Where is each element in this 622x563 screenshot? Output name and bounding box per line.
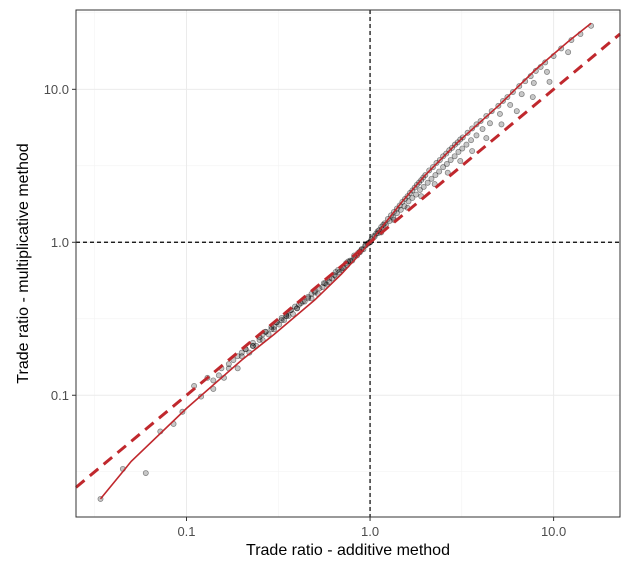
x-axis-ticks: 0.1 1.0 10.0 (177, 517, 566, 539)
data-point (326, 279, 333, 285)
data-point (322, 280, 329, 287)
data-point (238, 349, 245, 356)
data-point (271, 326, 278, 333)
data-point (278, 317, 285, 324)
data-point (397, 206, 404, 213)
x-tick-label: 0.1 (177, 524, 195, 539)
data-point (455, 148, 462, 155)
data-point (405, 198, 412, 205)
data-point (428, 175, 435, 182)
data-point (249, 343, 256, 349)
reference-lines (76, 10, 620, 517)
scatter-points (97, 22, 595, 502)
data-point (238, 353, 245, 360)
data-point (420, 184, 427, 190)
data-point (473, 132, 480, 139)
data-point (529, 94, 536, 101)
data-point (459, 145, 466, 152)
data-point (308, 295, 315, 302)
data-point (565, 49, 572, 56)
data-point (271, 323, 278, 330)
data-point (249, 343, 256, 349)
data-point (336, 268, 343, 275)
data-point (530, 80, 537, 86)
y-tick-label: 0.1 (51, 388, 69, 403)
data-point (320, 280, 327, 287)
data-point (518, 91, 525, 98)
data-point (278, 315, 285, 321)
data-point (234, 365, 241, 372)
data-point (424, 179, 431, 186)
data-point (294, 305, 300, 312)
data-point (347, 257, 354, 264)
x-tick-label: 10.0 (541, 524, 566, 539)
data-point (447, 157, 454, 163)
data-point (546, 78, 553, 85)
data-point (479, 126, 486, 132)
identity-line (75, 32, 621, 489)
y-tick-label: 10.0 (44, 82, 69, 97)
data-point (432, 172, 439, 179)
data-point (463, 141, 470, 148)
data-point (305, 295, 312, 302)
data-point (210, 385, 217, 392)
data-point (443, 161, 450, 167)
data-point (457, 158, 464, 164)
data-point (507, 102, 514, 108)
data-point (544, 68, 550, 75)
data-point (276, 321, 283, 328)
data-point (289, 311, 296, 317)
data-point (393, 210, 400, 217)
data-point (440, 164, 447, 171)
data-point (444, 169, 451, 176)
data-point (215, 372, 222, 379)
y-axis-title: Trade ratio - multiplicative method (15, 143, 32, 383)
data-point (294, 305, 300, 312)
data-point (417, 186, 423, 193)
data-point (332, 268, 339, 275)
data-point (409, 194, 416, 201)
data-point (468, 137, 475, 144)
data-point (210, 377, 217, 384)
data-point (308, 290, 315, 297)
y-tick-label: 1.0 (51, 235, 69, 250)
data-point (483, 135, 490, 142)
data-point (487, 120, 493, 127)
data-point (498, 121, 505, 128)
data-point (301, 298, 308, 305)
panel-border (75, 9, 621, 518)
fit-lines (75, 22, 621, 500)
data-point (513, 108, 520, 115)
data-point (281, 317, 288, 324)
data-point (401, 203, 408, 210)
data-point (319, 284, 326, 290)
data-point (256, 336, 263, 343)
data-point (268, 326, 275, 333)
data-point (323, 281, 330, 288)
x-axis-title: Trade ratio - additive method (246, 542, 450, 559)
data-point (292, 303, 298, 310)
data-point (413, 191, 419, 198)
fit-curve (99, 22, 592, 500)
data-point (496, 111, 503, 117)
data-point (451, 153, 458, 160)
y-axis-ticks: 0.1 1.0 10.0 (44, 82, 76, 403)
x-tick-label: 1.0 (361, 524, 379, 539)
data-point (390, 214, 397, 221)
data-point (285, 312, 292, 319)
data-point (436, 168, 443, 175)
data-point (142, 470, 149, 477)
data-point (469, 148, 476, 154)
data-point (265, 331, 272, 338)
